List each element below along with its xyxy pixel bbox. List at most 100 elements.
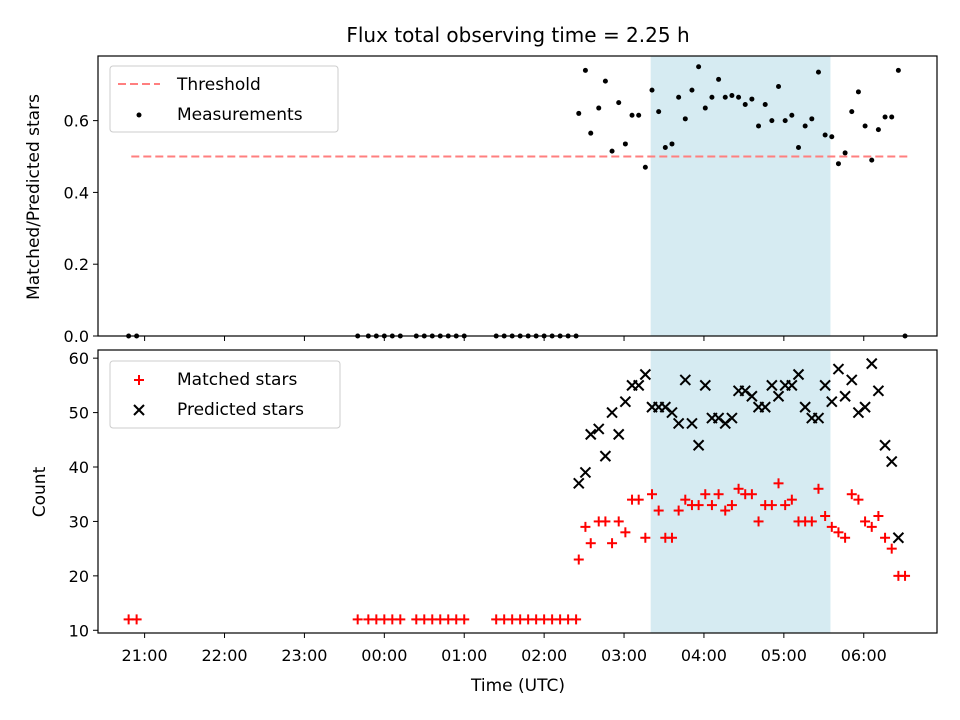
legend-predicted-label: Predicted stars [177, 400, 304, 420]
x-tick-label: 22:00 [201, 646, 247, 665]
matched-star-point [733, 483, 744, 494]
top-y-tick-label: 0.6 [64, 112, 89, 131]
matched-star-point [673, 505, 684, 516]
x-tick-label: 23:00 [281, 646, 327, 665]
predicted-star-point [786, 379, 798, 392]
matched-star-point [640, 532, 651, 543]
predicted-star-point [859, 401, 871, 413]
top-shaded-interval [650, 56, 831, 336]
predicted-star-point [819, 379, 831, 392]
matched-star-point [720, 505, 731, 516]
bottom-legend: Matched stars Predicted stars [109, 360, 341, 429]
measurement-point [742, 101, 748, 107]
x-axis-label: Time (UTC) [470, 676, 565, 696]
top-y-tick-label: 0.4 [64, 183, 89, 202]
measurement-point [722, 94, 728, 100]
bottom-panel: 10 20 30 40 50 60 21:00 22:00 23:00 00:00 01:00 02… [30, 349, 938, 696]
measurement-point [756, 123, 762, 129]
measurement-point [835, 161, 841, 167]
measurement-point [716, 76, 722, 82]
measurement-point [636, 112, 642, 118]
measurement-point [642, 164, 648, 170]
measurement-point [689, 87, 695, 93]
measurement-point [602, 78, 608, 84]
matched-star-point [900, 570, 911, 581]
matched-star-point [666, 532, 677, 543]
matched-star-point [880, 532, 891, 543]
matched-star-point [746, 489, 757, 500]
matched-star-point [693, 500, 704, 511]
measurement-point [622, 141, 628, 147]
predicted-star-point [759, 401, 771, 413]
measurement-point [776, 84, 782, 90]
predicted-star-point [593, 423, 605, 435]
bottom-y-tick-label: 60 [69, 349, 89, 368]
matched-star-point [860, 516, 871, 527]
predicted-star-point [879, 439, 891, 451]
predicted-star-point [632, 379, 645, 392]
matched-star-point [573, 554, 584, 565]
matched-star-point [766, 500, 777, 511]
predicted-star-point [686, 417, 698, 430]
matched-star-point [352, 614, 363, 625]
measurement-point [829, 134, 835, 140]
top-legend-box [109, 65, 339, 133]
measurement-point [609, 148, 615, 154]
predicted-star-point [886, 455, 898, 468]
x-tick-label: 03:00 [601, 646, 647, 665]
measurement-point [736, 94, 742, 100]
predicted-star-point [599, 450, 612, 462]
measurement-point [616, 100, 622, 106]
matched-star-point [840, 532, 851, 543]
predicted-star-point [585, 428, 597, 441]
x-tick-label: 01:00 [441, 646, 487, 665]
predicted-star-point [579, 466, 592, 479]
x-tick-label: 00:00 [361, 646, 407, 665]
legend-predicted-x [133, 404, 145, 416]
matched-star-point [395, 614, 406, 625]
legend-matched-marker [134, 375, 144, 385]
matched-star-point [866, 521, 877, 532]
predicted-star-point [746, 390, 758, 402]
matched-star-point [459, 614, 470, 625]
legend-measurements-marker [136, 112, 142, 118]
bottom-plot-marks [123, 357, 911, 625]
x-tick-label: 02:00 [521, 646, 567, 665]
measurement-point [749, 96, 755, 102]
measurement-point [862, 123, 868, 129]
matched-star-point [853, 494, 864, 505]
x-tick-label: 05:00 [761, 646, 807, 665]
measurement-point [696, 64, 702, 70]
measurement-point [709, 94, 715, 100]
bottom-y-axis: 10 20 30 40 50 60 [69, 349, 98, 640]
bottom-y-tick-label: 50 [69, 404, 89, 423]
matched-star-point [700, 489, 711, 500]
predicted-star-point [726, 412, 738, 424]
measurement-point [849, 109, 855, 115]
measurement-point [596, 105, 602, 111]
bottom-shaded-interval [650, 350, 831, 633]
matched-star-point [786, 494, 797, 505]
predicted-star-point [846, 374, 858, 386]
matched-star-point [680, 494, 691, 505]
x-tick-label: 21:00 [122, 646, 168, 665]
predicted-star-point [866, 357, 878, 370]
matched-star-point [613, 516, 624, 527]
matched-star-point [753, 516, 764, 527]
measurement-point [662, 145, 668, 151]
top-y-axis-label: Matched/Predicted stars [24, 94, 44, 300]
predicted-star-point [619, 395, 632, 408]
predicted-star-point [766, 379, 778, 392]
predicted-star-point [772, 390, 785, 402]
predicted-star-point [792, 368, 805, 381]
measurement-point [576, 110, 582, 116]
measurement-point [769, 118, 775, 124]
predicted-star-point [679, 374, 692, 386]
measurement-point [875, 127, 881, 133]
measurement-point [795, 145, 801, 151]
legend-predicted-marker [133, 404, 145, 416]
matched-star-point [873, 510, 884, 521]
matched-star-point [886, 543, 897, 554]
measurement-point [815, 69, 821, 75]
matched-star-point [820, 510, 831, 521]
